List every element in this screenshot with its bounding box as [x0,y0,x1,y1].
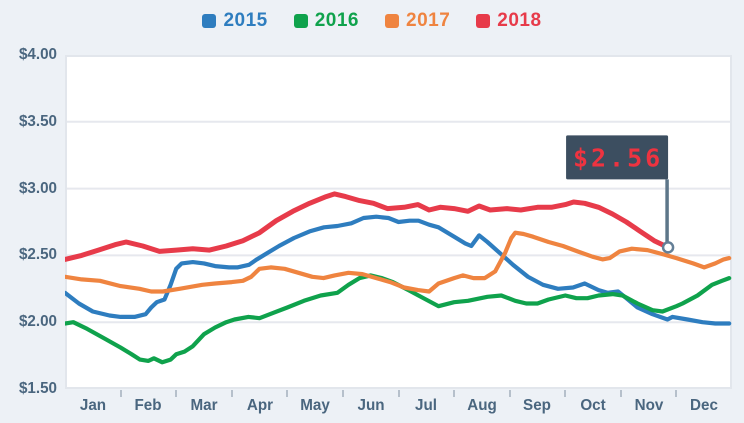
legend-swatch-2016 [293,14,308,28]
chart-legend: 2015 2016 2017 2018 [0,10,744,32]
legend-label-2016: 2016 [314,10,359,31]
month-label-jun: Jun [357,397,385,414]
axis-tick [230,390,233,397]
legend-item-2015[interactable]: 2015 [202,10,267,32]
chart-canvas: $2.56 [65,55,732,389]
series-line-2018 [65,191,671,262]
month-label-jul: Jul [415,397,438,414]
legend-item-2017[interactable]: 2017 [385,10,450,32]
legend-label-2018: 2018 [497,10,542,31]
y-axis-label: $3.00 [18,179,57,197]
month-label-oct: Oct [580,397,606,414]
legend-swatch-2017 [385,14,399,28]
series-line-2015 [65,214,732,326]
month-label-aug: Aug [467,397,497,414]
axis-tick [341,390,344,397]
month-label-apr: Apr [246,397,273,414]
y-axis-label: $1.50 [18,380,57,397]
gridlines [65,55,732,389]
y-axis-label: $4.00 [18,46,57,63]
axis-tick [564,390,567,397]
y-axis-label: $2.00 [18,313,57,331]
month-label-dec: Dec [690,397,719,414]
endpoint-marker [661,241,675,254]
plot-area: $2.56 [65,55,732,389]
month-label-may: May [300,397,330,414]
y-axis-label: $3.50 [18,112,57,130]
y-axis-label: $2.50 [18,246,57,264]
price-flag: $2.56 [566,135,675,254]
legend-item-2016[interactable]: 2016 [293,10,359,32]
series-line-2016 [65,273,732,365]
legend-item-2018[interactable]: 2018 [476,10,541,32]
month-label-jan: Jan [79,397,106,414]
price-flag-box [566,135,669,180]
axis-tick [508,390,511,397]
month-label-feb: Feb [134,397,162,414]
axis-tick [119,390,122,397]
month-label-mar: Mar [190,397,218,414]
series-lines [65,191,732,365]
axis-tick [286,390,289,397]
price-flag-value: $2.56 [573,143,663,172]
axis-tick [397,390,400,397]
legend-label-2017: 2017 [406,10,451,31]
axis-tick [453,390,456,397]
legend-swatch-2018 [476,14,491,28]
axis-tick [619,390,622,397]
legend-label-2015: 2015 [223,10,268,31]
series-line-2017 [65,230,732,294]
month-label-nov: Nov [634,397,663,414]
axis-tick [675,390,678,397]
axis-tick [175,390,178,397]
legend-swatch-2015 [202,14,217,28]
month-label-sep: Sep [523,397,552,414]
